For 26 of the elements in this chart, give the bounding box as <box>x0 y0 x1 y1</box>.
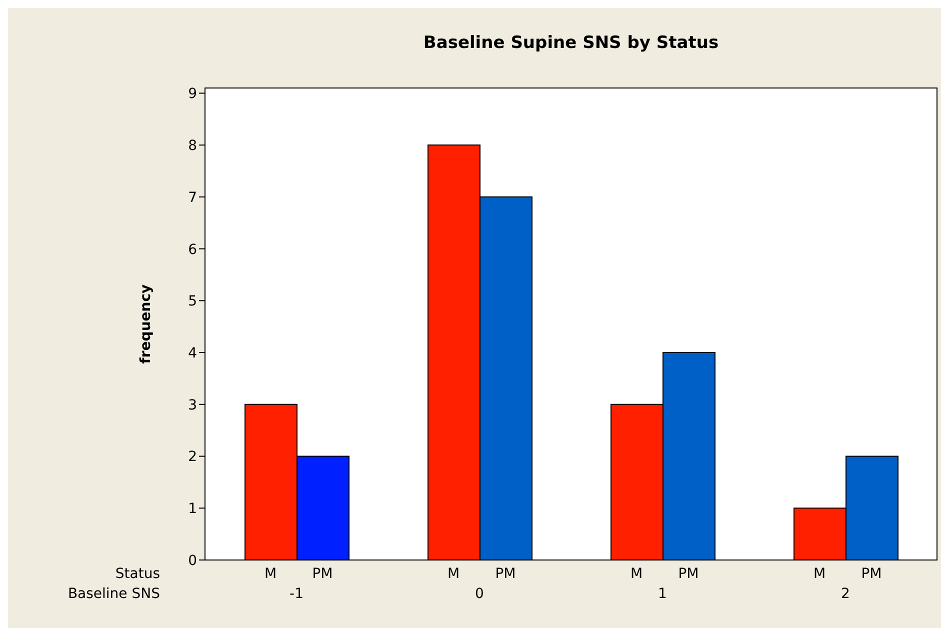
series-label: PM <box>312 566 333 582</box>
text: M <box>630 566 643 582</box>
text: PM <box>861 566 882 582</box>
series-label: M <box>264 566 277 582</box>
y-tick-label: 4 <box>188 345 198 362</box>
text: M <box>813 566 826 582</box>
y-axis-title: frequency <box>138 284 154 364</box>
y-tick-label: 1 <box>188 501 197 518</box>
y-tick-label: 9 <box>188 86 197 102</box>
legend-title: Status <box>115 566 160 582</box>
x-axis-title: Baseline SNS <box>68 586 160 602</box>
y-tick-label: 0 <box>188 552 197 569</box>
x-tick-label: 0 <box>475 586 484 602</box>
y-tick-label: 6 <box>188 242 198 258</box>
x-tick-label: -1 <box>290 586 304 602</box>
x-tick-label: 2 <box>841 586 850 602</box>
chart-title: Baseline Supine SNS by Status <box>423 33 719 53</box>
text: PM <box>495 566 516 582</box>
y-tick-label: 7 <box>188 190 197 206</box>
y-tick-label: 8 <box>188 138 197 154</box>
text: PM <box>678 566 699 582</box>
y-tick-label: 3 <box>188 397 197 414</box>
x-tick-label: 1 <box>658 586 667 602</box>
y-tick-label: 2 <box>188 449 197 466</box>
y-tick-label: 5 <box>188 294 197 310</box>
text: M <box>447 566 460 582</box>
